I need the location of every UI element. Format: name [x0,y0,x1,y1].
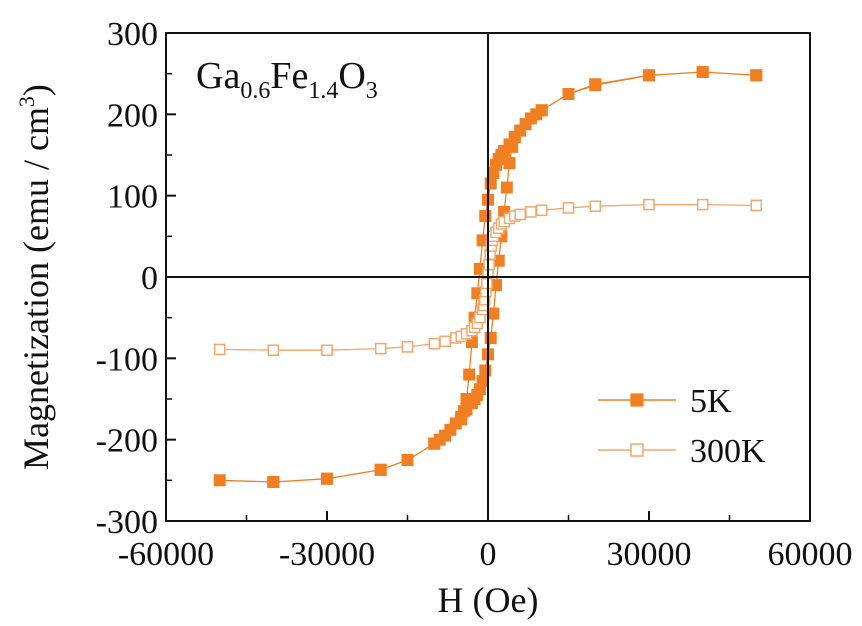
ticks-layer: -60000 -30000 0 30000 60000 -300 -200 -100 0 100 2… [96,16,853,573]
data-point-300k [439,335,451,347]
data-point-300k [562,202,575,214]
y-axis-title-sup: 3 [14,96,39,107]
data-point-300k [697,198,709,211]
data-point-5k [463,368,476,381]
data-point-5k [535,104,548,117]
y-tick-label: 200 [107,97,158,134]
formula-subscript: 1.4 [308,78,338,104]
data-point-300k [375,342,387,355]
y-tick-label: -200 [96,423,158,460]
data-point-300k [213,343,226,356]
data-point-5k [374,463,387,476]
y-axis-title: Magnetization (emu / cm3) [14,84,56,470]
data-point-5k [503,157,516,170]
data-point-5k [589,78,602,91]
data-point-5k [321,472,333,485]
x-tick-label: 30000 [607,536,692,573]
y-tick-label: 0 [141,260,158,297]
data-point-5k [750,69,763,82]
data-point-300k [514,208,526,221]
formula-part: O [338,55,365,97]
data-point-300k [321,344,333,356]
data-point-5k [213,474,226,487]
data-point-5k [267,476,280,488]
data-point-300k [750,199,762,212]
x-tick-label: -30000 [279,536,375,573]
formula-annotation: Ga0.6Fe1.4O3 [196,55,378,104]
data-point-300k [483,259,495,271]
data-point-5k [696,66,709,78]
data-point-300k [525,206,537,218]
y-tick-label: 100 [107,179,158,216]
formula-subscript: 0.6 [240,78,270,104]
y-axis-title-end: ) [16,84,56,96]
series-layer [213,66,763,488]
formula-subscript: 3 [366,78,378,104]
data-point-300k [481,277,493,290]
data-point-300k [643,198,655,211]
y-tick-label: 300 [107,16,158,53]
data-point-5k [562,88,575,100]
legend-label-5k: 5K [690,383,732,420]
data-point-5k [487,307,500,320]
y-tick-label: -300 [96,504,158,541]
x-tick-label: -60000 [118,536,214,573]
data-point-5k [643,69,655,82]
legend-marker-300k [630,443,644,457]
x-axis-title: H (Oe) [438,580,539,620]
data-point-300k [536,204,548,217]
formula-part: Ga [196,55,240,97]
data-point-5k [476,375,489,388]
data-point-5k [479,364,492,377]
data-point-5k [479,210,492,222]
legend: 5K 300K [598,383,766,470]
y-tick-label: -100 [96,341,158,378]
data-point-5k [500,181,513,194]
data-point-5k [484,332,497,344]
data-point-5k [508,131,521,144]
x-tick-label: 0 [480,536,497,573]
legend-marker-5k [630,393,644,407]
x-tick-label: 60000 [768,536,853,573]
data-point-300k [589,200,601,212]
data-point-300k [428,338,440,350]
data-point-300k [267,344,279,356]
data-point-5k [487,166,500,179]
legend-label-300k: 300K [690,433,766,470]
data-point-300k [401,341,414,353]
data-point-5k [484,177,497,190]
data-point-5k [401,454,414,466]
formula-part: Fe [270,55,308,97]
y-axis-title-main: Magnetization (emu / cm [16,107,56,470]
